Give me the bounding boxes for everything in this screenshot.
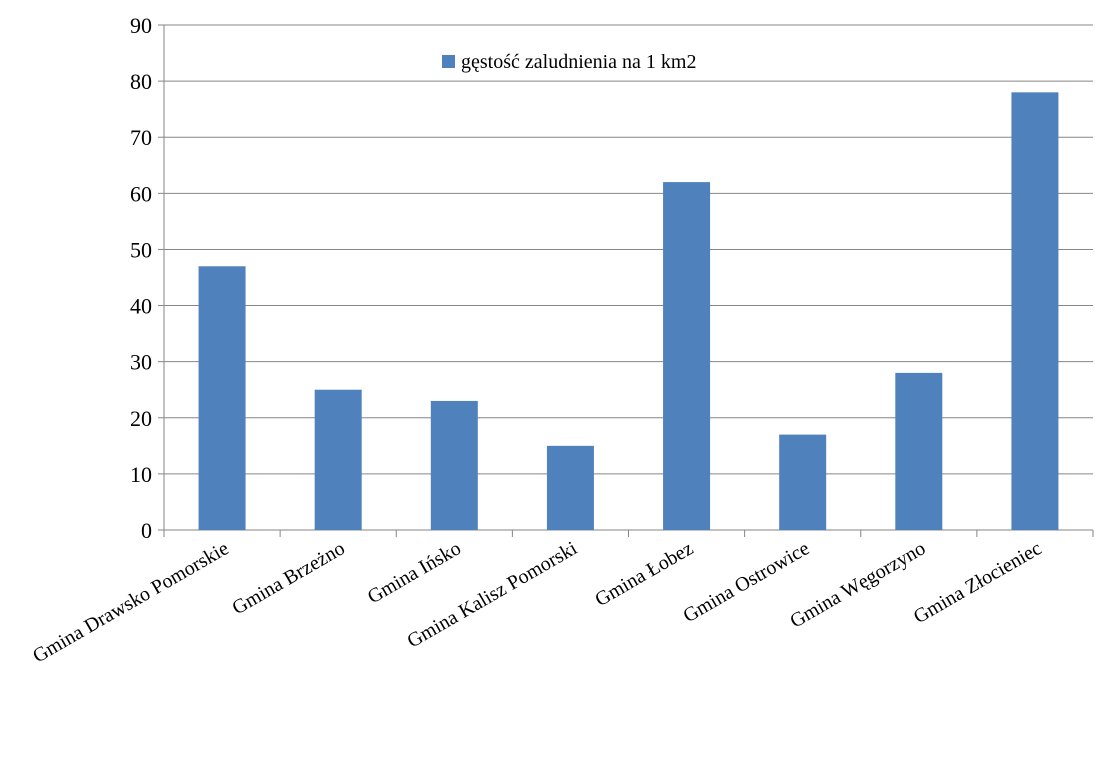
x-tick-label: Gmina Łobez [591, 537, 697, 611]
y-tick-label: 20 [130, 406, 152, 431]
y-tick-label: 60 [130, 181, 152, 206]
y-tick-label: 0 [141, 518, 152, 543]
bars [198, 92, 1059, 530]
y-tick-labels: 0 10 20 30 40 50 60 70 80 90 [130, 13, 152, 543]
x-tick-label: Gmina Ińsko [364, 537, 465, 608]
bar [663, 182, 711, 530]
y-tick-label: 80 [130, 69, 152, 94]
bar [314, 389, 362, 530]
y-tick-label: 70 [130, 125, 152, 150]
legend-swatch [442, 55, 455, 68]
axes [158, 24, 1094, 537]
y-tick-label: 50 [130, 237, 152, 262]
gridlines [164, 24, 1093, 475]
legend: gęstość zaludnienia na 1 km2 [442, 51, 697, 73]
bar [546, 445, 594, 530]
bar [1011, 92, 1059, 530]
y-tick-label: 10 [130, 462, 152, 487]
bar [779, 434, 827, 530]
y-tick-label: 40 [130, 294, 152, 319]
x-tick-label: Gmina Złocieniec [910, 537, 1046, 628]
y-tick-label: 30 [130, 350, 152, 375]
y-tick-label: 90 [130, 13, 152, 38]
bar [198, 266, 246, 530]
bar [430, 400, 478, 530]
x-tick-label: Gmina Brzeżno [229, 537, 349, 619]
legend-label: gęstość zaludnienia na 1 km2 [461, 51, 697, 73]
bar [895, 372, 943, 530]
x-tick-label: Gmina Drawsko Pomorskie [29, 537, 233, 667]
